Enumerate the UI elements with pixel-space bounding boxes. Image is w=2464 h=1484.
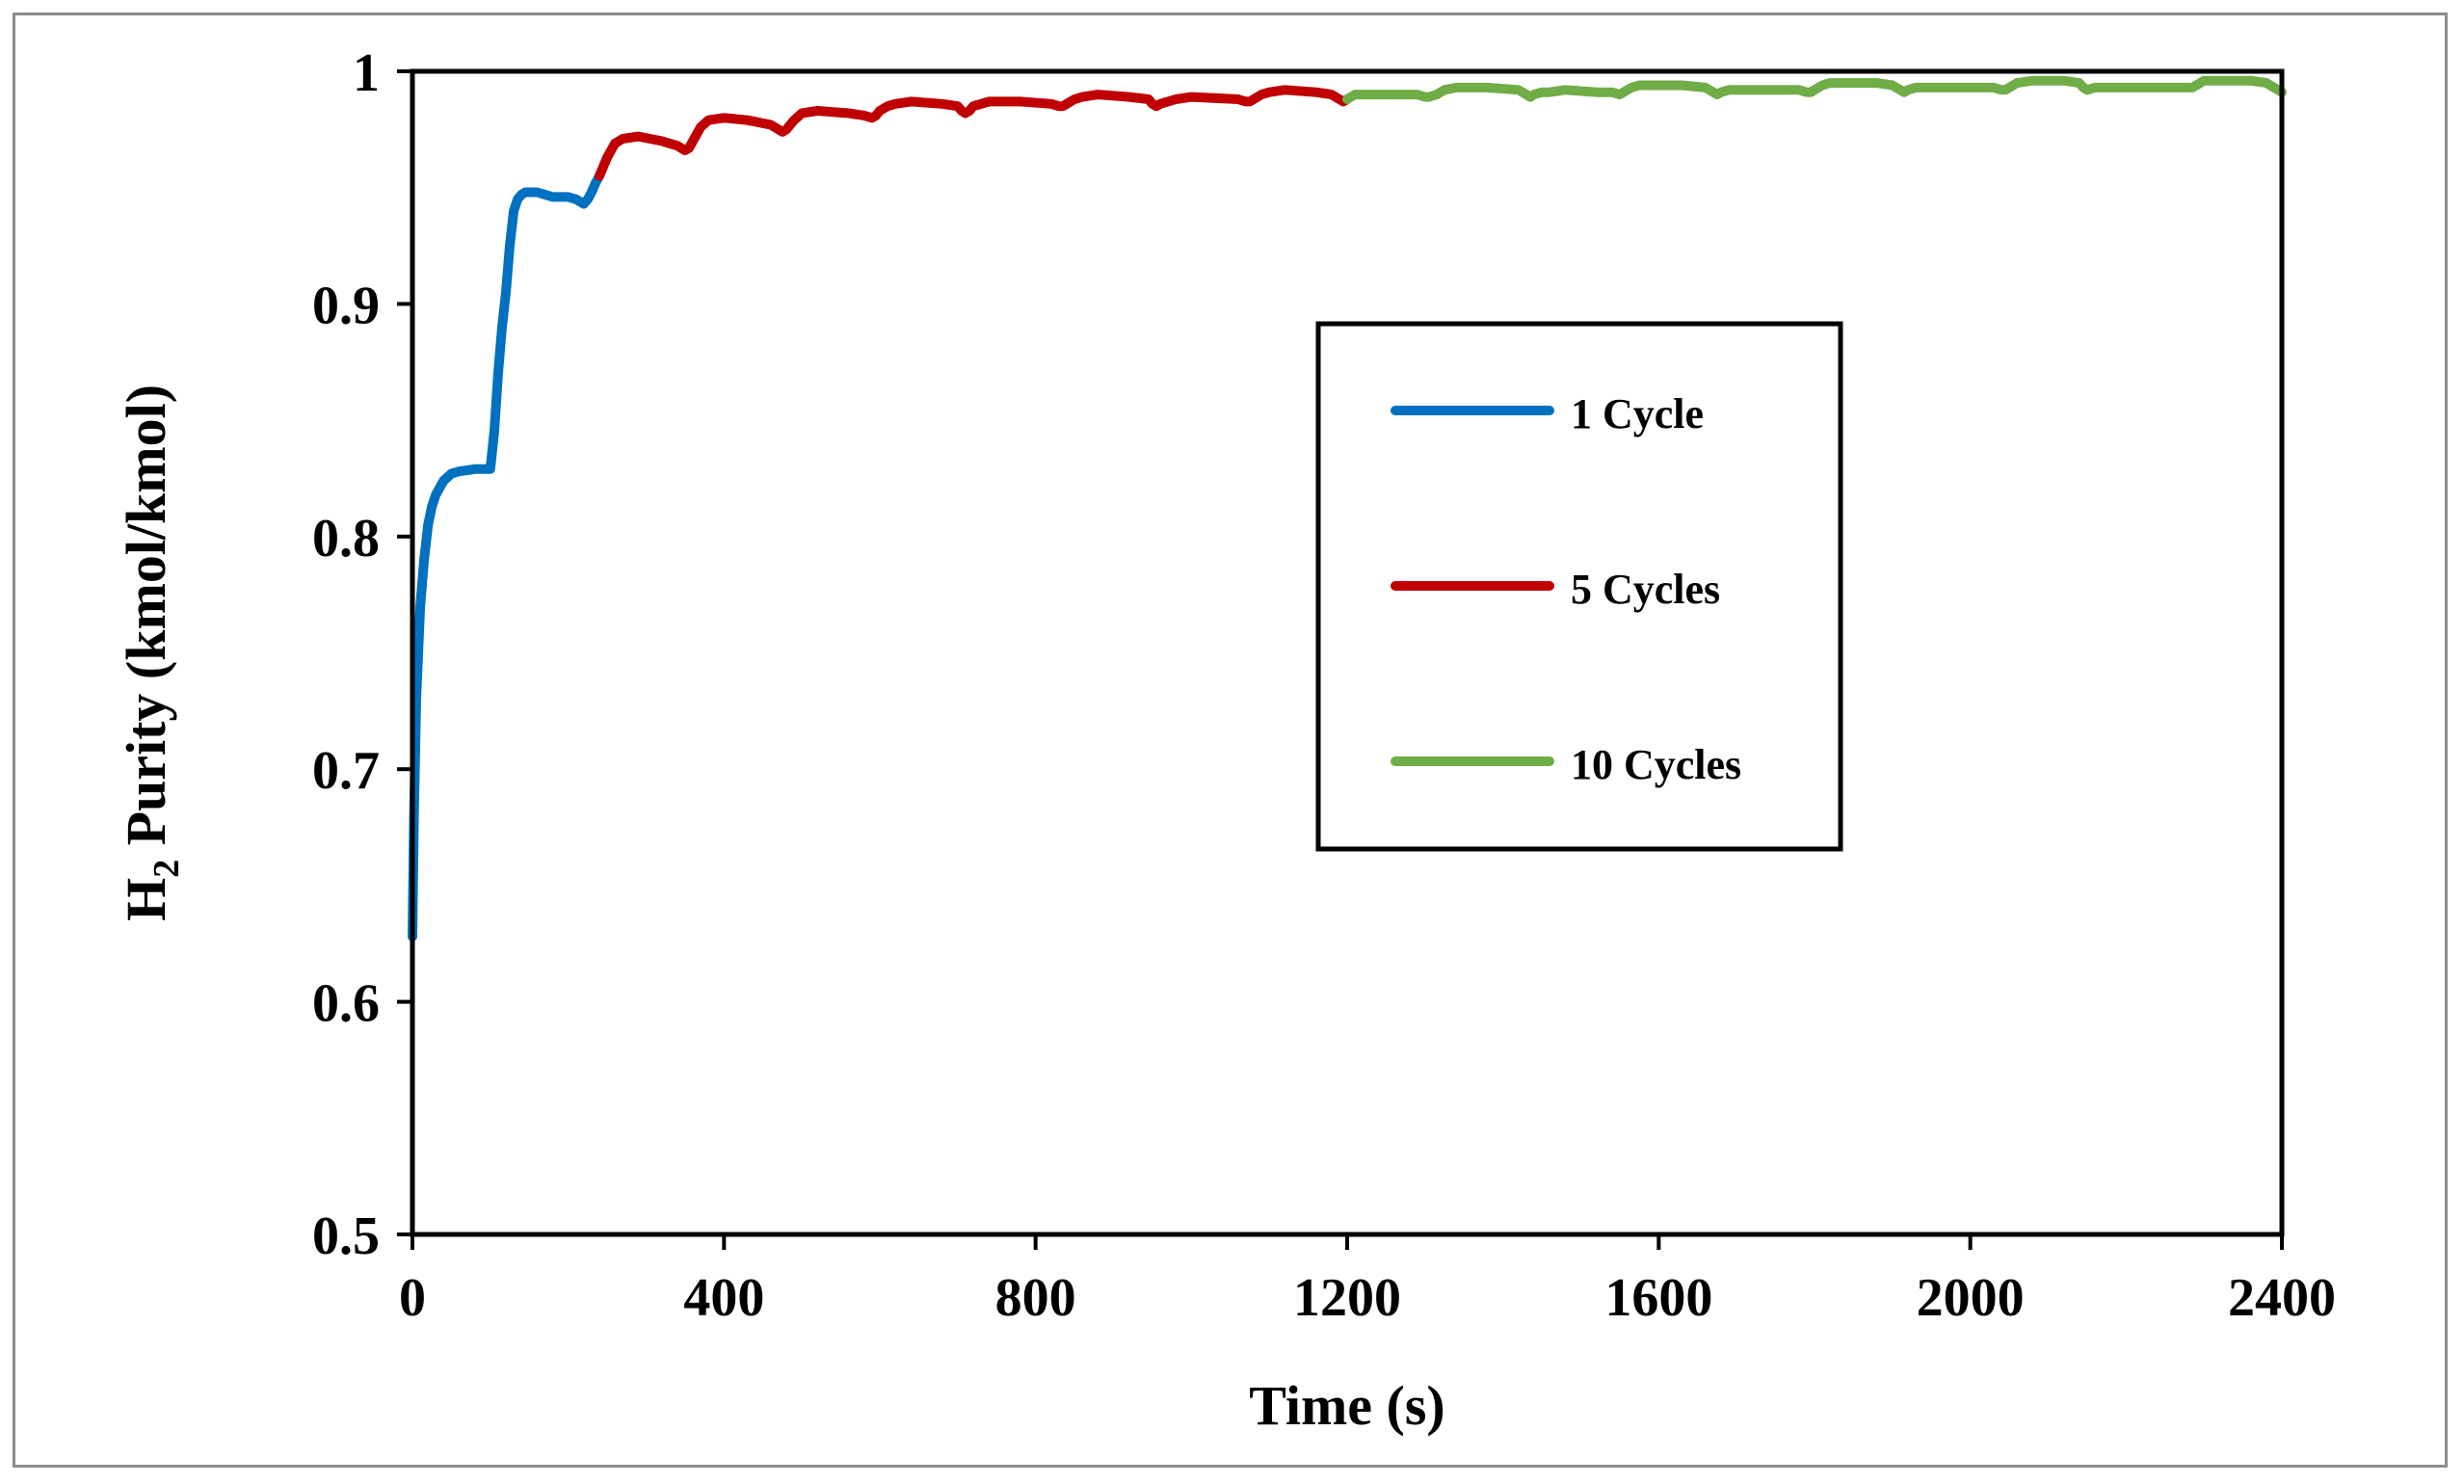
series-line-2 bbox=[595, 85, 1352, 181]
y-tick-label: 0.7 bbox=[312, 741, 380, 801]
y-tick-label: 1 bbox=[353, 43, 380, 103]
legend-label: 1 Cycle bbox=[1571, 390, 1704, 437]
x-tick-label: 800 bbox=[995, 1268, 1076, 1328]
series-line-3 bbox=[1342, 75, 2287, 104]
y-tick-label: 0.8 bbox=[312, 509, 380, 569]
legend-item: 5 Cycles bbox=[1391, 566, 1720, 613]
legend-items: 1 Cycle 5 Cycles 10 Cycles bbox=[1391, 390, 1741, 788]
y-tick-label: 0.6 bbox=[312, 974, 380, 1034]
y-axis-ticks: 0.5 0.6 0.7 0.8 0.9 1 bbox=[312, 43, 412, 1266]
x-tick-label: 1600 bbox=[1604, 1268, 1712, 1328]
legend: 1 Cycle 5 Cycles 10 Cycles bbox=[1315, 321, 1843, 852]
y-axis-label-subscript: 2 bbox=[146, 860, 187, 878]
y-axis-label-main: H bbox=[115, 878, 177, 921]
chart-frame: 0 400 800 1200 1600 2000 2400 0.5 0.6 0.7 0.8 0.9 1… bbox=[13, 13, 2448, 1468]
series-layer bbox=[408, 75, 2287, 941]
y-axis-label-rest: Purity (kmol/kmol) bbox=[115, 384, 177, 860]
y-tick-label: 0.9 bbox=[312, 276, 380, 335]
x-tick-label: 1200 bbox=[1293, 1268, 1401, 1328]
series-line-1 bbox=[408, 171, 604, 941]
x-tick-label: 2000 bbox=[1917, 1268, 2025, 1328]
y-axis-label: H2 Purity (kmol/kmol) bbox=[115, 384, 187, 921]
x-tick-label: 2400 bbox=[2228, 1268, 2336, 1328]
x-axis-label: Time (s) bbox=[1249, 1374, 1445, 1437]
y-tick-label: 0.5 bbox=[312, 1206, 380, 1266]
legend-label: 5 Cycles bbox=[1571, 566, 1720, 613]
legend-label: 10 Cycles bbox=[1571, 741, 1741, 788]
x-axis-ticks: 0 400 800 1200 1600 2000 2400 bbox=[399, 1234, 2336, 1328]
line-chart: 0 400 800 1200 1600 2000 2400 0.5 0.6 0.7 0.8 0.9 1… bbox=[115, 43, 2336, 1437]
x-tick-label: 400 bbox=[683, 1268, 764, 1328]
x-tick-label: 0 bbox=[399, 1268, 426, 1328]
legend-item: 1 Cycle bbox=[1391, 390, 1704, 437]
legend-item: 10 Cycles bbox=[1391, 741, 1741, 788]
